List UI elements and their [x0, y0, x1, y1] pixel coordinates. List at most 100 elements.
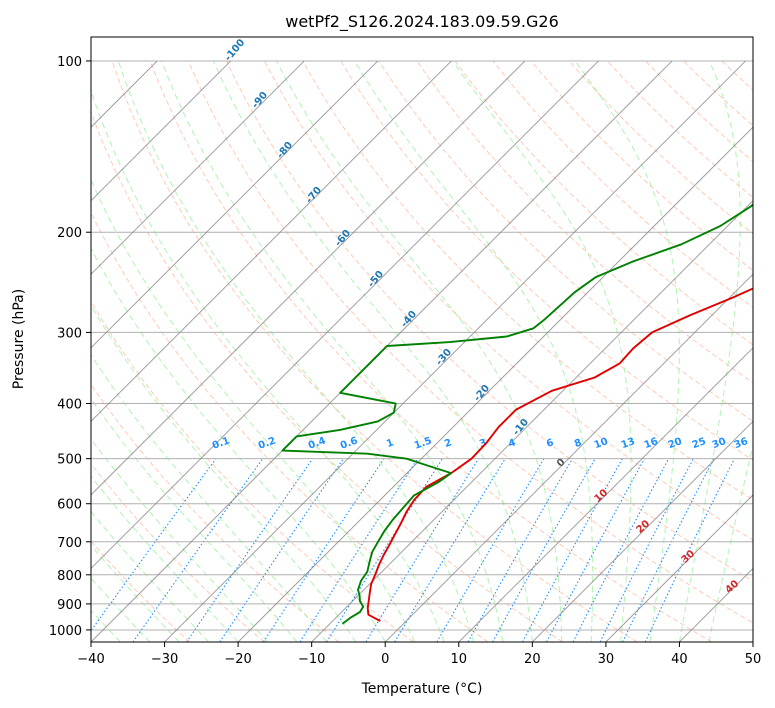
dry-adiabat-line	[264, 60, 753, 541]
dry-adiabat-label: -30	[434, 347, 454, 368]
plot-frame	[90, 36, 754, 643]
x-tick-label: 30	[598, 652, 615, 667]
dry-adiabat-line	[91, 383, 340, 642]
dry-adiabat-line	[340, 60, 753, 461]
isotherm-line	[91, 60, 452, 423]
dry-adiabat-line	[683, 60, 753, 127]
temperature-profile-line	[366, 287, 753, 622]
isotherm-line	[91, 60, 379, 349]
isotherm-line	[311, 199, 753, 642]
isotherm-line	[531, 420, 753, 642]
moist-adiabat-line	[91, 544, 180, 642]
mixing-ratio-label: 8	[573, 437, 583, 450]
moist-adiabat-line	[452, 60, 632, 642]
line-labels: -100 -90 -80 -70 -60 -50 -40 -30 -20 -10 0.1 0.2 0.4…	[211, 37, 750, 596]
dewpoint-profile-line	[281, 202, 753, 625]
isotherm-line	[164, 60, 746, 642]
dry-adiabat-line	[91, 110, 563, 642]
mixing-ratio-label: 2	[443, 437, 453, 450]
mixing-ratio-line	[622, 458, 715, 642]
mixing-ratio-label: 1	[385, 437, 395, 450]
y-tick-label: 700	[57, 536, 82, 551]
moist-adiabat-line	[91, 398, 298, 642]
dry-adiabat-label: -40	[399, 309, 419, 330]
dry-adiabat-line	[530, 60, 753, 272]
moist-adiabat-line	[91, 247, 386, 642]
mixing-ratio-line	[572, 458, 670, 642]
moist-adiabat-label: 40	[723, 578, 741, 596]
isotherm-line	[458, 347, 753, 642]
moist-adiabats	[91, 60, 753, 642]
dry-adiabat-label: -20	[472, 383, 492, 404]
moist-adiabat-line	[91, 304, 357, 642]
dry-adiabat-line	[149, 60, 713, 642]
mixing-ratio-line	[132, 458, 264, 642]
x-tick-label: 20	[524, 652, 541, 667]
mixing-ratio-line	[365, 458, 480, 642]
dry-adiabat-line	[568, 60, 753, 235]
moist-adiabat-line	[574, 60, 680, 642]
moist-adiabat-line	[91, 438, 268, 642]
moist-adiabat-line	[91, 475, 239, 642]
x-tick-label: 0	[381, 652, 389, 667]
moist-adiabat-line	[91, 510, 210, 642]
mixing-ratio-label: 0.6	[339, 435, 359, 451]
x-tick-label: −40	[77, 652, 104, 667]
x-tick-label: 50	[745, 652, 762, 667]
plot-area: -100 -90 -80 -70 -60 -50 -40 -30 -20 -10 0.1 0.2 0.4…	[0, 37, 775, 642]
dry-adiabat-line	[91, 300, 414, 642]
mixing-ratio-line	[492, 458, 596, 642]
moist-adiabat-label: 10	[592, 487, 610, 505]
profile-series	[281, 202, 753, 625]
isotherm-line	[237, 126, 753, 642]
mixing-ratio-line	[219, 458, 344, 642]
isotherm-line	[0, 61, 10, 642]
dry-adiabat-label: -90	[250, 90, 270, 111]
mixing-ratio-line	[326, 458, 443, 642]
mixing-ratio-label: 10	[593, 436, 610, 451]
y-tick-label: 500	[57, 453, 82, 468]
mixing-ratio-label: 30	[711, 436, 728, 451]
y-tick-label: 200	[57, 226, 82, 241]
y-tick-label: 400	[57, 398, 82, 413]
dry-adiabat-line	[187, 60, 753, 624]
mixing-ratio-label: 36	[733, 436, 750, 451]
moist-adiabat-line	[91, 354, 327, 642]
x-tick-label: 10	[451, 652, 468, 667]
mixing-ratio-line	[436, 458, 545, 642]
mixing-ratio-label: 6	[545, 437, 555, 450]
moist-adiabat-line	[275, 60, 563, 642]
dry-adiabat-line	[111, 60, 638, 642]
dry-adiabat-label: -50	[366, 269, 386, 290]
y-tick-label: 900	[57, 598, 82, 613]
dry-adiabat-label: -10	[511, 417, 531, 438]
dry-adiabat-line	[760, 61, 775, 642]
isotherm-line	[91, 60, 526, 496]
mixing-ratio-line	[91, 458, 217, 632]
moist-adiabat-line	[708, 442, 753, 642]
mixing-ratio-line	[546, 458, 645, 642]
mixing-ratio-line	[263, 458, 385, 642]
chart-title: wetPf2_S126.2024.183.09.59.G26	[285, 12, 559, 32]
mixing-ratio-lines	[91, 458, 736, 642]
mixing-ratio-label: 16	[643, 436, 660, 451]
dry-adiabat-label: -100	[223, 37, 248, 63]
x-tick-label: −10	[298, 652, 325, 667]
isotherm-line	[91, 60, 232, 202]
moist-adiabat-line	[161, 60, 504, 642]
y-tick-label: 300	[57, 326, 82, 341]
isotherm-line	[91, 60, 599, 570]
dry-adiabat-label: -60	[333, 228, 353, 249]
y-tick-label: 100	[57, 55, 82, 70]
dry-adiabat-label: -80	[275, 140, 295, 161]
x-axis: −40 −30 −20 −10 0 10 20 30 40 50	[77, 642, 761, 667]
moist-adiabat-label: 20	[634, 518, 652, 536]
mixing-ratio-line	[186, 458, 314, 642]
dry-adiabat-label: -70	[304, 185, 324, 206]
isotherm-grid	[0, 60, 753, 642]
mixing-ratio-label: 25	[691, 436, 708, 451]
dry-adiabat-line	[454, 60, 753, 346]
moist-adiabat-line	[212, 60, 533, 642]
y-tick-label: 600	[57, 498, 82, 513]
